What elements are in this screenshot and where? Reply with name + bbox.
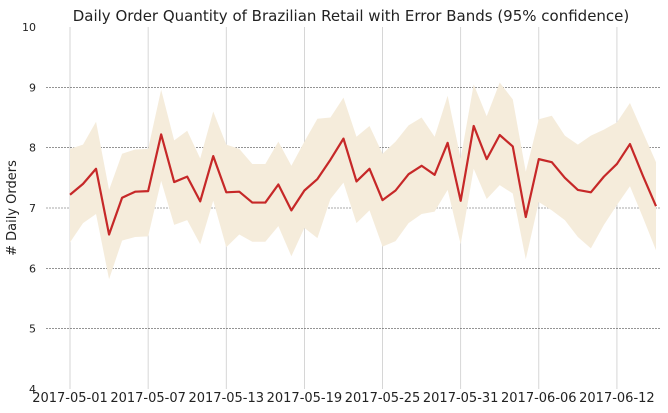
- y-axis-label: # Daily Orders: [5, 160, 20, 256]
- y-tick-label: 9: [29, 81, 36, 94]
- x-tick-label: 2017-05-07: [110, 391, 186, 406]
- y-tick-label: 8: [29, 142, 36, 155]
- x-tick-label: 2017-05-31: [423, 391, 499, 406]
- y-tick-label: 4: [29, 383, 36, 396]
- series-line-layer: [69, 124, 658, 236]
- y-tick-labels: 4 5 6 7 8 9 10: [22, 21, 36, 396]
- daily-orders-line: [69, 124, 658, 236]
- error-band-layer: [70, 82, 656, 280]
- x-tick-label: 2017-05-25: [345, 391, 421, 406]
- chart-title: Daily Order Quantity of Brazilian Retail…: [73, 7, 630, 25]
- x-tick-label: 2017-05-13: [188, 391, 264, 406]
- x-tick-label: 2017-06-06: [501, 391, 577, 406]
- y-tick-label: 5: [29, 323, 36, 336]
- x-tick-label: 2017-06-12: [579, 391, 655, 406]
- x-tick-labels: 2017-05-01 2017-05-07 2017-05-13 2017-05-19…: [32, 391, 654, 406]
- y-tick-label: 7: [29, 202, 36, 215]
- y-tick-label: 6: [29, 262, 36, 275]
- x-tick-label: 2017-05-01: [32, 391, 108, 406]
- confidence-band: [70, 82, 656, 280]
- x-tick-label: 2017-05-19: [267, 391, 343, 406]
- y-tick-label: 10: [22, 21, 36, 34]
